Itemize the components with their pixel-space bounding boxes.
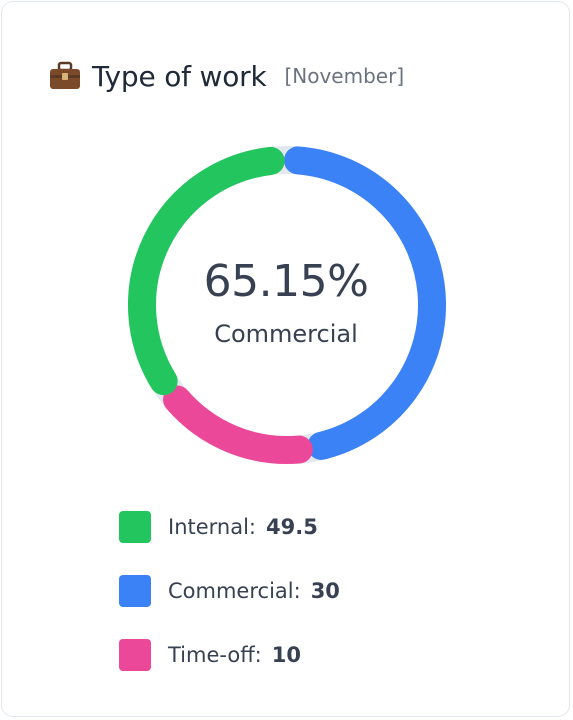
legend-item-time-off[interactable]: Time-off: 10	[119, 638, 340, 672]
period-label: [November]	[284, 64, 405, 88]
legend-label: Commercial:	[168, 579, 301, 603]
legend: Internal: 49.5 Commercial: 30 Time-off: …	[119, 510, 340, 702]
legend-label: Internal:	[168, 515, 257, 539]
legend-label: Time-off:	[168, 643, 262, 667]
center-value: 65.15%	[203, 256, 369, 307]
legend-swatch-time-off	[119, 639, 151, 671]
center-label: Commercial	[214, 320, 358, 348]
legend-item-commercial[interactable]: Commercial: 30	[119, 574, 340, 608]
legend-item-internal[interactable]: Internal: 49.5	[119, 510, 340, 544]
legend-value: 10	[271, 643, 301, 667]
legend-value: 30	[310, 579, 340, 603]
legend-swatch-commercial	[119, 575, 151, 607]
legend-value: 49.5	[266, 515, 318, 539]
legend-swatch-internal	[119, 511, 151, 543]
briefcase-icon	[50, 61, 80, 89]
card-title: Type of work	[92, 59, 267, 93]
card-header: Type of work [November]	[49, 56, 404, 96]
